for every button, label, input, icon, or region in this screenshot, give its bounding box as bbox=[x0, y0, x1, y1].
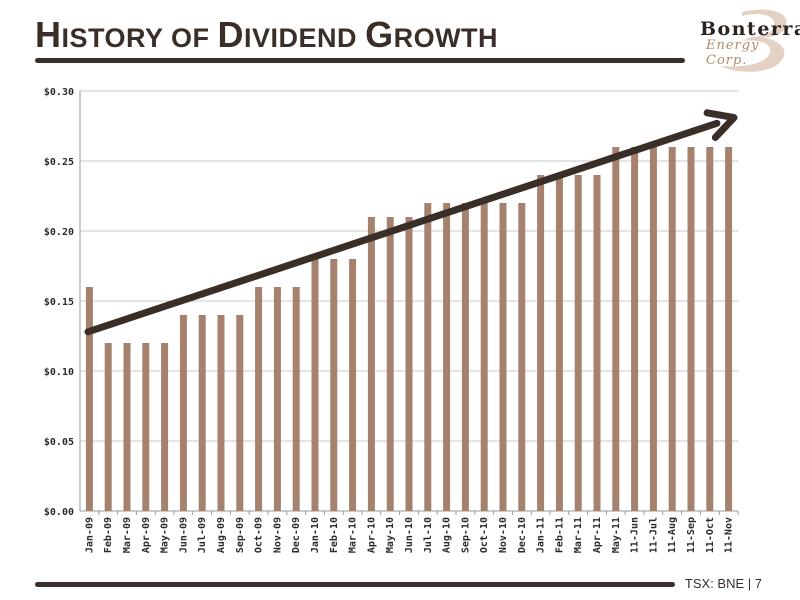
x-tick-label: Oct-09 bbox=[254, 517, 265, 553]
bar bbox=[593, 175, 601, 511]
x-tick-label: Apr-09 bbox=[141, 517, 152, 553]
y-tick-label: $0.25 bbox=[44, 157, 74, 168]
bar bbox=[198, 315, 206, 511]
title-part: H bbox=[35, 14, 62, 55]
x-tick-label: Apr-11 bbox=[592, 517, 603, 553]
bar bbox=[612, 147, 620, 511]
bar bbox=[217, 315, 225, 511]
x-tick-label: Oct-10 bbox=[479, 517, 490, 553]
bar bbox=[179, 315, 187, 511]
bar bbox=[123, 343, 131, 511]
bar bbox=[85, 287, 93, 511]
logo-subtitle: Energy Corp. bbox=[706, 38, 760, 68]
bar bbox=[574, 175, 582, 511]
x-tick-label: Dec-09 bbox=[291, 517, 302, 553]
bar bbox=[386, 217, 394, 511]
bar bbox=[461, 203, 469, 511]
x-tick-label: Mar-09 bbox=[122, 517, 133, 553]
bar bbox=[367, 217, 375, 511]
title-part: ISTORY OF bbox=[61, 23, 218, 53]
x-tick-label: Jun-09 bbox=[178, 517, 189, 553]
x-tick-label: May-10 bbox=[385, 517, 396, 553]
bar bbox=[311, 259, 319, 511]
bar bbox=[706, 147, 714, 511]
bar bbox=[687, 147, 695, 511]
bar bbox=[292, 287, 300, 511]
x-tick-label: Feb-09 bbox=[103, 517, 114, 553]
footer-text: TSX: BNE | 7 bbox=[684, 576, 762, 591]
x-tick-label: Mar-10 bbox=[348, 517, 359, 553]
title-part: D bbox=[217, 14, 245, 55]
bar bbox=[424, 203, 432, 511]
x-tick-label: Jan-11 bbox=[536, 517, 547, 553]
bar bbox=[668, 147, 676, 511]
y-tick-label: $0.05 bbox=[44, 437, 74, 448]
x-tick-label: Dec-10 bbox=[517, 517, 528, 553]
trend-arrow-head-icon bbox=[703, 109, 738, 141]
x-tick-label: Jul-10 bbox=[423, 517, 434, 553]
y-tick-label: $0.20 bbox=[44, 227, 74, 238]
x-tick-label: Apr-10 bbox=[366, 517, 377, 553]
x-tick-label: Sep-09 bbox=[235, 517, 246, 553]
bar bbox=[104, 343, 112, 511]
x-tick-label: Aug-10 bbox=[442, 517, 453, 553]
x-tick-label: 11-Aug bbox=[667, 517, 678, 553]
y-tick-label: $0.15 bbox=[44, 297, 74, 308]
x-tick-label: May-11 bbox=[611, 517, 622, 553]
y-tick-label: $0.30 bbox=[44, 87, 74, 98]
bar bbox=[443, 203, 451, 511]
bar bbox=[255, 287, 263, 511]
bar bbox=[161, 343, 169, 511]
bar bbox=[631, 147, 639, 511]
bar bbox=[555, 175, 563, 511]
bar bbox=[405, 217, 413, 511]
title-underline bbox=[35, 58, 685, 63]
x-tick-label: 11-Oct bbox=[705, 517, 716, 553]
x-tick-label: 11-Jun bbox=[630, 517, 641, 553]
logo-name: Bonterra bbox=[700, 18, 800, 40]
y-tick-label: $0.10 bbox=[44, 367, 74, 378]
x-tick-label: Feb-10 bbox=[329, 517, 340, 553]
x-tick-label: 11-Nov bbox=[724, 517, 735, 553]
y-tick-label: $0.00 bbox=[44, 507, 74, 518]
x-tick-label: 11-Jul bbox=[648, 517, 659, 553]
footer-rule bbox=[35, 582, 675, 587]
bar bbox=[273, 287, 281, 511]
trend-arrow-line bbox=[84, 119, 721, 336]
bar bbox=[349, 259, 357, 511]
bar bbox=[142, 343, 150, 511]
page-title: HISTORY OF DIVIDEND GROWTH bbox=[35, 14, 498, 56]
title-part: IVIDEND bbox=[244, 23, 366, 53]
bar bbox=[236, 315, 244, 511]
x-tick-label: Aug-09 bbox=[216, 517, 227, 553]
x-tick-label: 11-Sep bbox=[686, 517, 697, 553]
bar bbox=[330, 259, 338, 511]
x-tick-label: Nov-09 bbox=[272, 517, 283, 553]
x-tick-label: Jan-10 bbox=[310, 517, 321, 553]
bar bbox=[537, 175, 545, 511]
bar bbox=[725, 147, 733, 511]
bar bbox=[480, 203, 488, 511]
bar bbox=[518, 203, 526, 511]
bar bbox=[649, 147, 657, 511]
x-tick-label: Feb-11 bbox=[554, 517, 565, 553]
x-tick-label: Sep-10 bbox=[460, 517, 471, 553]
title-part: G bbox=[365, 14, 394, 55]
x-tick-label: Mar-11 bbox=[573, 517, 584, 553]
title-part: ROWTH bbox=[393, 23, 499, 53]
x-tick-label: Nov-10 bbox=[498, 517, 509, 553]
bonterra-logo-icon bbox=[720, 9, 787, 72]
x-tick-label: Jan-09 bbox=[84, 517, 95, 553]
x-tick-label: May-09 bbox=[160, 517, 171, 553]
bar bbox=[499, 203, 507, 511]
x-tick-label: Jul-09 bbox=[197, 517, 208, 553]
x-tick-label: Jun-10 bbox=[404, 517, 415, 553]
